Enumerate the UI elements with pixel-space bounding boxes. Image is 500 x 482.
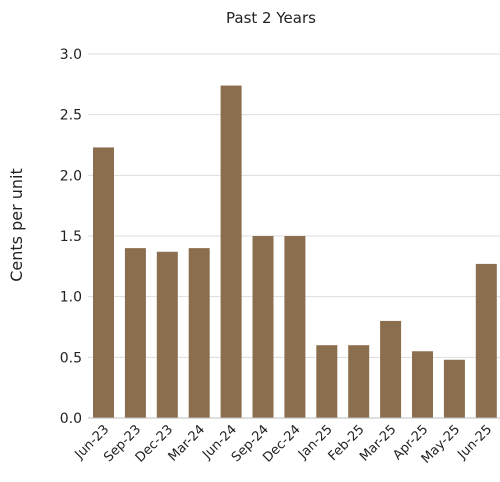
chart-title: Past 2 Years <box>226 9 316 27</box>
bar-jun-24 <box>220 85 242 419</box>
bar-jun-25 <box>475 263 497 418</box>
bars <box>93 85 497 419</box>
y-tick-label: 2.0 <box>60 168 82 184</box>
x-tick-label: Mar-24 <box>166 422 208 464</box>
y-tick-label: 2.5 <box>60 108 82 124</box>
y-tick-label: 3.0 <box>60 47 82 63</box>
bar-apr-25 <box>412 351 433 418</box>
bar-feb-25 <box>348 345 370 418</box>
y-axis-ticks: 0.0 0.5 1.0 1.5 2.0 2.5 3.0 <box>60 47 82 427</box>
bar-jan-25 <box>316 345 338 418</box>
bar-jun-23 <box>93 147 114 418</box>
bar-mar-25 <box>380 320 402 418</box>
bar-may-25 <box>443 359 465 418</box>
x-axis-ticks: Jun-23Sep-23Dec-23Mar-24Jun-24Sep-24Dec-… <box>72 422 495 466</box>
y-tick-label: 1.0 <box>60 290 82 306</box>
bar-dec-23 <box>156 251 178 418</box>
y-tick-label: 0.0 <box>60 411 82 427</box>
y-tick-label: 0.5 <box>60 350 82 366</box>
bar-sep-23 <box>124 248 146 418</box>
bar-dec-24 <box>284 236 306 418</box>
y-axis-label: Cents per unit <box>7 168 26 282</box>
bar-mar-24 <box>188 248 210 418</box>
x-tick-label: Jun-25 <box>454 422 495 463</box>
x-tick-label: Mar-25 <box>357 422 399 464</box>
bar-sep-24 <box>252 236 274 418</box>
y-tick-label: 1.5 <box>60 229 82 245</box>
